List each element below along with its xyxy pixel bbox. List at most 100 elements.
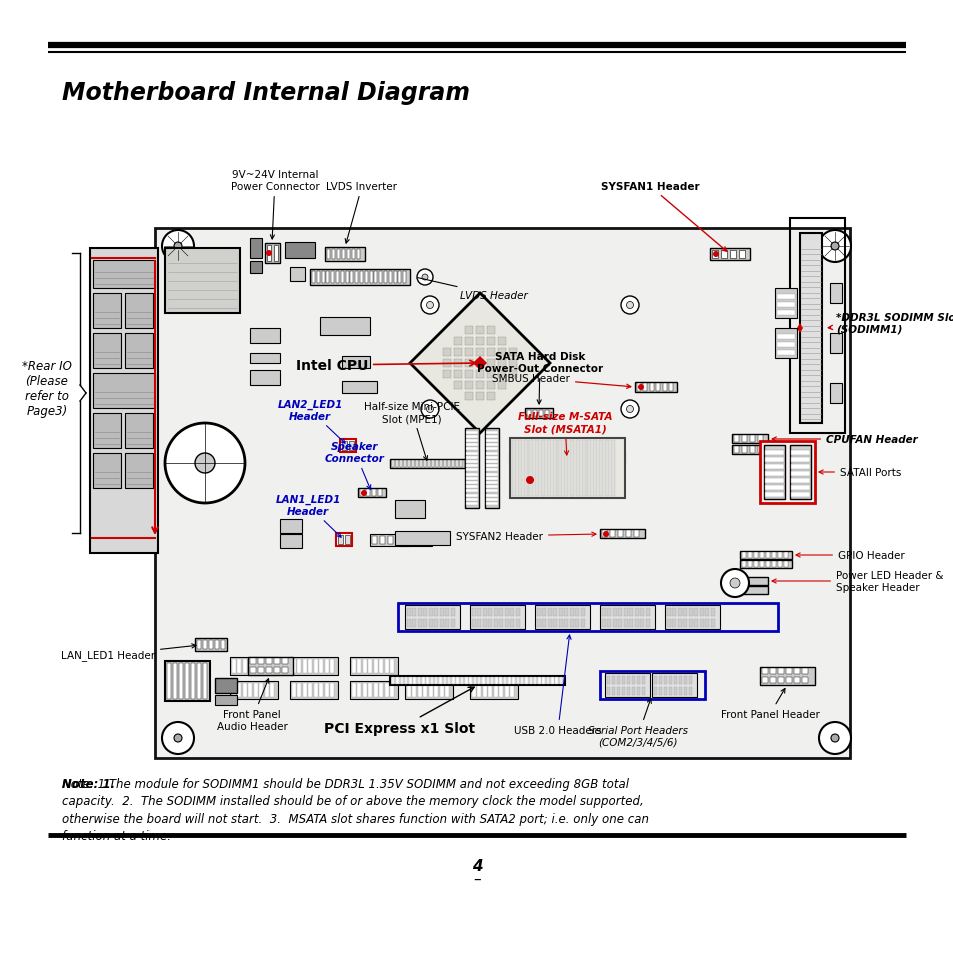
Bar: [595, 456, 598, 462]
Bar: [523, 440, 527, 497]
Bar: [729, 251, 735, 258]
Bar: [409, 678, 412, 684]
Bar: [720, 251, 726, 258]
Bar: [789, 446, 810, 499]
Bar: [439, 460, 442, 468]
Bar: [486, 393, 495, 400]
Bar: [758, 436, 762, 442]
Bar: [599, 605, 655, 629]
Bar: [179, 663, 183, 700]
Bar: [352, 659, 355, 673]
Bar: [243, 659, 247, 673]
Bar: [731, 446, 767, 455]
Bar: [547, 619, 552, 627]
Circle shape: [173, 734, 182, 742]
Bar: [666, 619, 670, 627]
Bar: [448, 460, 450, 468]
Bar: [739, 251, 744, 258]
Bar: [637, 687, 639, 696]
Bar: [282, 659, 288, 664]
Bar: [399, 460, 402, 468]
Bar: [390, 459, 464, 469]
Bar: [555, 678, 558, 684]
Bar: [465, 444, 477, 447]
Bar: [154, 229, 849, 759]
Bar: [389, 272, 392, 284]
Bar: [403, 537, 409, 544]
Bar: [499, 608, 503, 617]
Bar: [662, 384, 666, 392]
Bar: [709, 249, 749, 261]
Bar: [290, 268, 305, 282]
Bar: [790, 472, 809, 476]
Bar: [460, 678, 463, 684]
Bar: [629, 608, 633, 617]
Circle shape: [729, 578, 740, 588]
Text: *Rear IO
(Please
refer to
Page3): *Rear IO (Please refer to Page3): [22, 359, 71, 417]
Bar: [758, 447, 762, 454]
Bar: [741, 553, 745, 558]
Bar: [330, 659, 335, 673]
Bar: [243, 683, 247, 698]
Bar: [442, 349, 451, 356]
Bar: [410, 537, 415, 544]
Bar: [316, 272, 319, 284]
Bar: [464, 359, 473, 368]
Bar: [771, 553, 775, 558]
Bar: [753, 561, 758, 567]
Bar: [456, 678, 458, 684]
Bar: [432, 460, 434, 468]
Bar: [452, 460, 454, 468]
Bar: [325, 683, 329, 698]
Bar: [341, 441, 347, 451]
Bar: [776, 343, 794, 348]
Bar: [569, 619, 574, 627]
Bar: [363, 683, 367, 698]
Bar: [364, 272, 368, 284]
Bar: [369, 272, 373, 284]
Bar: [494, 683, 497, 698]
Bar: [776, 351, 794, 355]
Bar: [248, 659, 253, 673]
Bar: [125, 414, 152, 449]
Bar: [331, 272, 334, 284]
Bar: [625, 531, 630, 537]
Circle shape: [162, 231, 193, 263]
Bar: [165, 661, 210, 701]
Bar: [801, 678, 807, 683]
Bar: [390, 659, 395, 673]
Bar: [497, 371, 505, 378]
Bar: [673, 687, 677, 696]
Circle shape: [266, 251, 272, 256]
Bar: [257, 667, 264, 673]
Bar: [407, 608, 411, 617]
Bar: [308, 683, 313, 698]
Bar: [439, 619, 443, 627]
Bar: [341, 381, 376, 394]
Text: GPIO Header: GPIO Header: [795, 551, 903, 560]
Bar: [167, 663, 171, 700]
Bar: [682, 619, 687, 627]
Bar: [459, 460, 462, 468]
Bar: [465, 490, 477, 493]
Bar: [417, 619, 421, 627]
Bar: [488, 683, 492, 698]
Bar: [280, 519, 302, 534]
Bar: [485, 486, 497, 489]
Bar: [436, 460, 438, 468]
Bar: [829, 334, 841, 354]
Bar: [265, 659, 269, 673]
Bar: [621, 687, 625, 696]
Bar: [248, 683, 253, 698]
Bar: [312, 272, 314, 284]
Bar: [679, 677, 681, 684]
Bar: [465, 494, 477, 497]
Bar: [651, 673, 697, 698]
Bar: [801, 668, 807, 675]
Bar: [271, 659, 274, 673]
Bar: [398, 272, 401, 284]
Bar: [486, 349, 495, 356]
Bar: [476, 371, 483, 378]
Bar: [392, 678, 395, 684]
Bar: [537, 456, 541, 462]
